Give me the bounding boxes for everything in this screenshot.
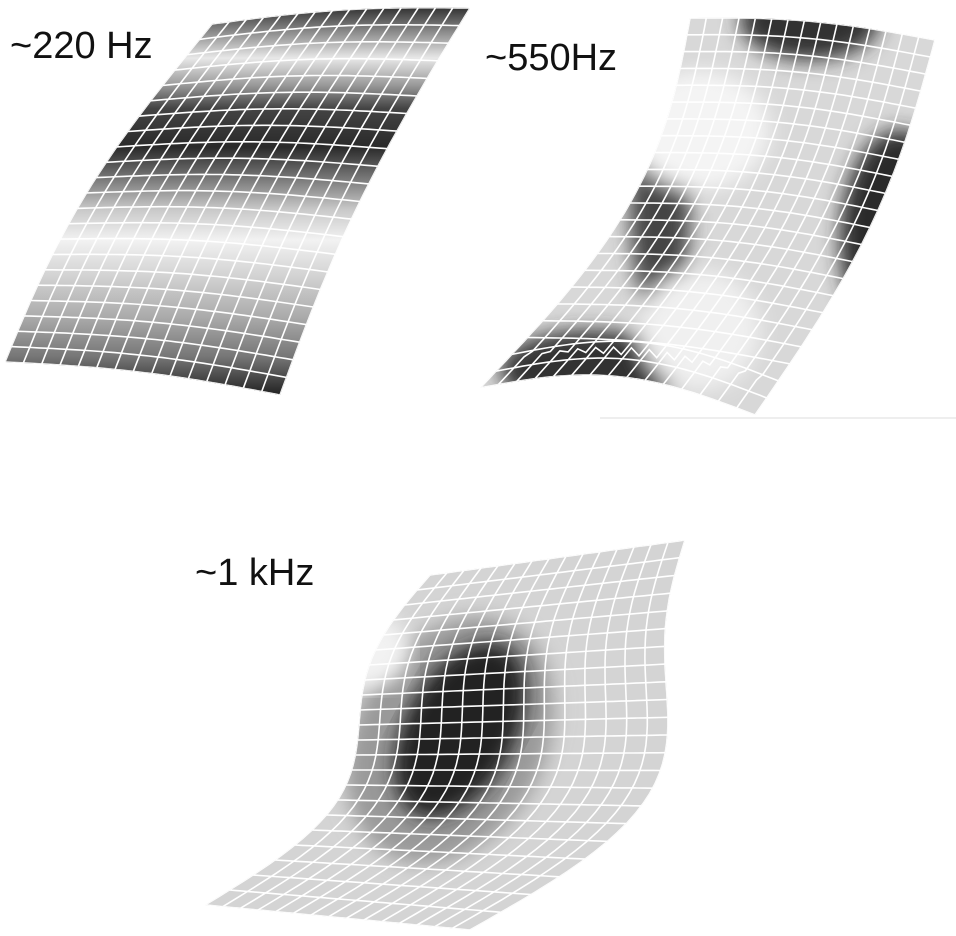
mode-label: ~1 kHz [195, 552, 314, 594]
figure: ~220 Hz ~550Hz ~1 kHz [0, 0, 956, 936]
shade [840, 130, 956, 350]
mode-label: ~550Hz [485, 37, 617, 79]
mode-label: ~220 Hz [10, 25, 153, 67]
mode-shape [205, 540, 685, 930]
shade [280, 645, 340, 755]
mesh-line [352, 770, 661, 771]
